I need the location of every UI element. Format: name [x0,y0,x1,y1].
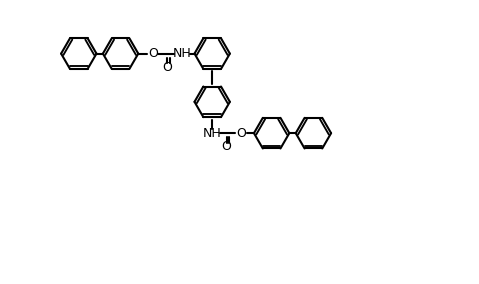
Text: NH: NH [172,47,191,60]
Text: O: O [222,140,231,153]
Text: O: O [162,61,172,74]
Text: NH: NH [203,127,222,140]
Text: O: O [236,127,246,140]
Text: O: O [148,47,158,60]
